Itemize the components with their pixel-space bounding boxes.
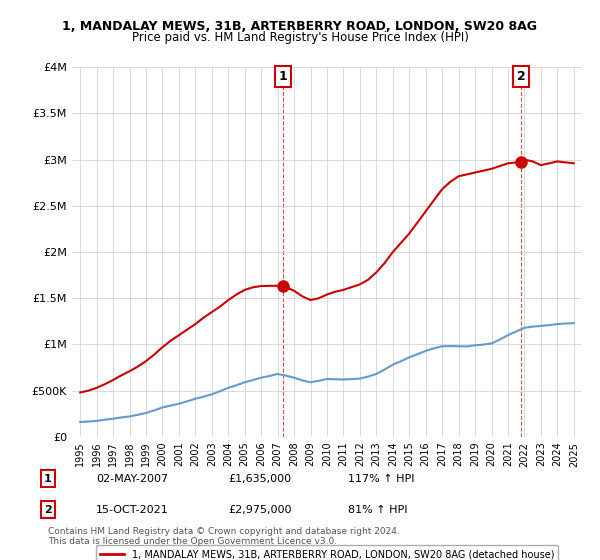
Text: £2,975,000: £2,975,000 bbox=[228, 505, 292, 515]
Text: 15-OCT-2021: 15-OCT-2021 bbox=[96, 505, 169, 515]
Text: 81% ↑ HPI: 81% ↑ HPI bbox=[348, 505, 407, 515]
Text: 2: 2 bbox=[517, 70, 526, 83]
Text: 1: 1 bbox=[278, 70, 287, 83]
Text: 02-MAY-2007: 02-MAY-2007 bbox=[96, 474, 168, 484]
Text: £1,635,000: £1,635,000 bbox=[228, 474, 291, 484]
Text: Contains HM Land Registry data © Crown copyright and database right 2024.
This d: Contains HM Land Registry data © Crown c… bbox=[48, 526, 400, 546]
Text: Price paid vs. HM Land Registry's House Price Index (HPI): Price paid vs. HM Land Registry's House … bbox=[131, 31, 469, 44]
Text: 1, MANDALAY MEWS, 31B, ARTERBERRY ROAD, LONDON, SW20 8AG: 1, MANDALAY MEWS, 31B, ARTERBERRY ROAD, … bbox=[62, 20, 538, 32]
Text: 2: 2 bbox=[44, 505, 52, 515]
Text: 117% ↑ HPI: 117% ↑ HPI bbox=[348, 474, 415, 484]
Legend: 1, MANDALAY MEWS, 31B, ARTERBERRY ROAD, LONDON, SW20 8AG (detached house), HPI: : 1, MANDALAY MEWS, 31B, ARTERBERRY ROAD, … bbox=[96, 545, 558, 560]
Text: 1: 1 bbox=[44, 474, 52, 484]
